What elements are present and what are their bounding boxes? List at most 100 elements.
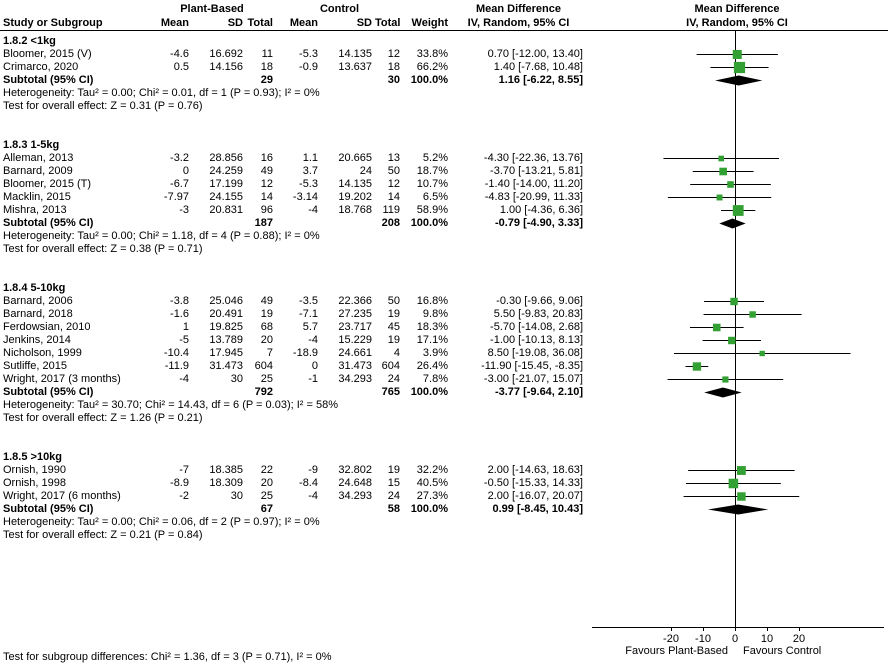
control-sd-value: 24.661 [338,347,372,359]
control-total-value: 765 [381,386,400,398]
control-mean-value [276,217,321,230]
subtotal-row: Subtotal (95% CI) 67 58 100.0% 0.99 [-8.45, … [0,503,888,516]
ci-text-value: -0.79 [-4.90, 3.33] [494,217,583,229]
subgroup-title: 1.8.3 1-5kg [3,139,60,151]
axis-tick-label: -10 [695,633,711,645]
col-header-ci-plot: IV, Random, 95% CI [686,17,788,29]
plant-sd-value: 14.156 [209,61,243,73]
control-mean-value: 1.1 [302,152,318,164]
subtotal-row: Subtotal (95% CI) 29 30 100.0% 1.16 [-6.22, … [0,74,888,87]
control-sd-value: 13.637 [338,61,372,73]
plant-mean-value: -7.97 [163,191,189,203]
ci-text-value: 0.99 [-8.45, 10.43] [492,503,583,515]
control-mean-value: -3.5 [299,295,318,307]
control-sd-value: 34.293 [338,373,372,385]
weight-value: 33.8% [416,48,448,60]
plant-mean-value: -2 [179,490,189,502]
subtotal-row: Subtotal (95% CI) 792 765 100.0% -3.77 [-9.6… [0,386,888,399]
subgroup-section: 1.8.4 5-10kg Barnard, 2006 -3.8 25.046 49 -3.… [0,282,888,425]
ci-text-value: 5.50 [-9.83, 20.83] [493,308,583,320]
control-sd-value [321,217,375,230]
ci-text-value: -4.83 [-20.99, 11.33] [484,191,583,203]
control-mean-value: -8.4 [299,477,318,489]
study-row: Barnard, 2009 0 24.259 49 3.7 24 50 18.7% -3.70 … [0,165,888,178]
ci-text-value: -5.70 [-14.08, 2.68] [490,321,583,333]
plant-total-value: 792 [254,386,273,398]
subgroup-title: 1.8.5 >10kg [3,451,63,463]
plant-mean-value: 0.5 [173,61,189,73]
control-mean-value: -0.9 [299,61,318,73]
plant-mean-value: -4 [179,373,189,385]
overall-effect-row: Test for overall effect: Z = 0.38 (P = 0… [0,243,888,256]
study-label: Jenkins, 2014 [3,334,71,346]
plant-total-value: 187 [254,217,273,229]
control-total-value: 19 [387,308,400,320]
plant-mean-value [148,386,192,399]
plant-sd-value [192,217,246,230]
subtotal-label: Subtotal (95% CI) [3,217,94,229]
subtotal-label: Subtotal (95% CI) [3,386,94,398]
control-sd-value: 18.768 [338,204,372,216]
plant-mean-value: -5 [179,334,189,346]
plant-sd-value: 20.831 [209,204,243,216]
control-group-header: Control [319,3,360,15]
column-header-row: Study or Subgroup Mean SD Total Mean SD … [0,16,888,30]
control-sd-value: 19.202 [338,191,372,203]
plant-total-value: 604 [254,360,273,372]
weight-value: 100.0% [410,217,448,229]
study-label: Crimarco, 2020 [3,61,79,73]
axis-tick-label: 20 [793,633,805,645]
weight-value: 58.9% [416,204,448,216]
control-total-value: 12 [387,48,400,60]
control-mean-value: -5.3 [299,178,318,190]
plant-total-value: 25 [260,490,273,502]
plant-mean-value: 1 [182,321,189,333]
plant-sd-value: 17.199 [209,178,243,190]
subgroup-title: 1.8.4 5-10kg [3,282,66,294]
control-total-value: 119 [382,204,400,216]
weight-value: 26.4% [416,360,448,372]
plant-mean-value: -11.9 [164,360,189,372]
control-total-value: 45 [387,321,400,333]
study-row: Macklin, 2015 -7.97 24.155 14 -3.14 19.202 14 6… [0,191,888,204]
plant-total-value: 49 [260,165,273,177]
weight-value: 100.0% [410,74,448,86]
col-header-plant-sd: SD [227,17,243,29]
heterogeneity-note: Heterogeneity: Tau² = 0.00; Chi² = 0.06,… [3,516,320,528]
control-total-value: 14 [387,191,400,203]
heterogeneity-note: Heterogeneity: Tau² = 0.00; Chi² = 0.01,… [3,87,320,99]
control-total-value: 4 [393,347,400,359]
subgroup-title-row: 1.8.3 1-5kg [0,139,888,152]
ci-text-value: -3.77 [-9.64, 2.10] [494,386,583,398]
plant-mean-value: -10.4 [163,347,189,359]
weight-value: 40.5% [416,477,448,489]
plant-sd-value: 28.856 [209,152,243,164]
plant-sd-value: 13.789 [209,334,243,346]
control-sd-value: 14.135 [338,48,372,60]
weight-value: 18.3% [416,321,448,333]
control-total-value: 604 [381,360,400,372]
ci-text-value: 1.16 [-6.22, 8.55] [498,74,583,86]
control-total-value: 18 [387,61,400,73]
control-sd-value: 20.665 [338,152,372,164]
heterogeneity-row: Heterogeneity: Tau² = 0.00; Chi² = 0.06,… [0,516,888,529]
control-mean-value: -18.9 [292,347,318,359]
axis-tick-label: -20 [663,633,679,645]
control-mean-value: -9 [308,464,318,476]
plant-mean-value [148,74,192,87]
plant-mean-value: -6.7 [170,178,189,190]
control-mean-value: -7.1 [299,308,318,320]
study-label: Barnard, 2006 [3,295,73,307]
weight-value: 16.8% [416,295,448,307]
mean-difference-plot-header: Mean Difference [694,3,780,15]
weight-value: 17.1% [416,334,448,346]
control-mean-value: -4 [308,204,318,216]
plant-total-value: 11 [261,48,273,60]
control-total-value: 50 [387,165,400,177]
control-sd-value: 34.293 [338,490,372,502]
control-mean-value: -4 [308,334,318,346]
study-label: Ornish, 1998 [3,477,66,489]
control-total-value: 15 [387,477,400,489]
plant-sd-value: 24.259 [209,165,243,177]
